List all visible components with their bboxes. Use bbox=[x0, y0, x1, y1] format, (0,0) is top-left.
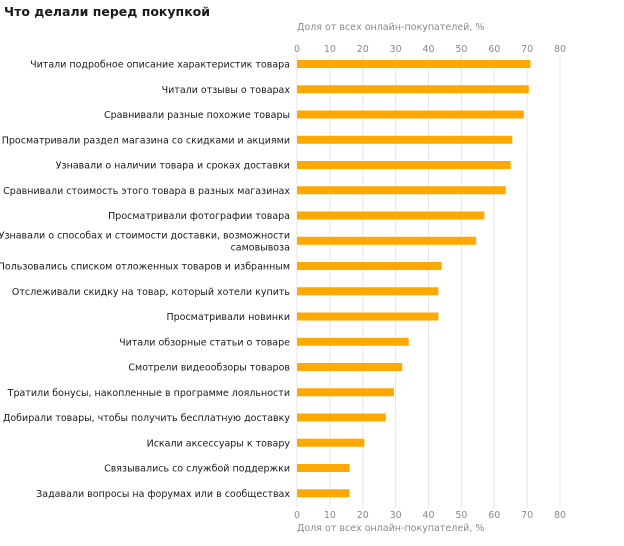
category-label: Пользовались списком отложенных товаров … bbox=[0, 262, 290, 273]
category-label: Читали подробное описание характеристик … bbox=[30, 60, 290, 71]
bar bbox=[297, 287, 439, 296]
bar bbox=[297, 211, 485, 220]
category-label: Смотрели видеообзоры товаров bbox=[128, 363, 290, 374]
x-axis-label-bottom: Доля от всех онлайн-покупателей, % bbox=[297, 523, 484, 534]
x-tick-label-bottom: 0 bbox=[294, 510, 300, 521]
category-label: Отслеживали скидку на товар, который хот… bbox=[12, 287, 291, 298]
bar bbox=[297, 464, 350, 472]
bar bbox=[297, 388, 394, 397]
category-label: Связывались со службой поддержки bbox=[104, 464, 290, 475]
bar bbox=[297, 438, 365, 447]
category-label: Добирали товары, чтобы получить бесплатн… bbox=[3, 413, 290, 424]
bar bbox=[297, 337, 409, 346]
x-tick-label-top: 80 bbox=[554, 44, 566, 55]
bar bbox=[297, 110, 524, 119]
category-label: Просматривали новинки bbox=[166, 312, 290, 323]
x-tick-label-bottom: 30 bbox=[390, 510, 402, 521]
x-tick-label-bottom: 50 bbox=[455, 510, 467, 521]
bar bbox=[297, 363, 403, 371]
bar bbox=[297, 135, 513, 144]
x-tick-label-top: 50 bbox=[455, 44, 467, 55]
bar bbox=[297, 413, 386, 422]
x-tick-label-top: 20 bbox=[357, 44, 369, 55]
category-label: Просматривали фотографии товара bbox=[108, 211, 290, 222]
x-tick-label-top: 10 bbox=[324, 44, 336, 55]
x-tick-label-top: 0 bbox=[294, 44, 300, 55]
x-tick-label-top: 30 bbox=[390, 44, 402, 55]
category-label: Тратили бонусы, накопленные в программе … bbox=[7, 388, 290, 399]
category-label: Узнавали о способах и стоимости доставки… bbox=[0, 230, 290, 253]
bar bbox=[297, 489, 350, 498]
x-tick-label-bottom: 20 bbox=[357, 510, 369, 521]
bar bbox=[297, 85, 529, 94]
category-label: Искали аксессуары к товару bbox=[147, 438, 291, 449]
bar bbox=[297, 60, 531, 68]
x-tick-label-top: 70 bbox=[521, 44, 533, 55]
chart-title: Что делали перед покупкой bbox=[4, 4, 211, 19]
category-label: Читали отзывы о товарах bbox=[162, 85, 291, 96]
x-tick-label-bottom: 70 bbox=[521, 510, 533, 521]
bar bbox=[297, 236, 477, 245]
category-label: Сравнивали стоимость этого товара в разн… bbox=[3, 186, 290, 197]
x-tick-label-bottom: 10 bbox=[324, 510, 336, 521]
x-axis-label-top: Доля от всех онлайн-покупателей, % bbox=[297, 22, 484, 33]
bar bbox=[297, 161, 511, 169]
category-label: Узнавали о наличии товара и сроках доста… bbox=[56, 161, 290, 172]
bar bbox=[297, 262, 442, 270]
category-label: Читали обзорные статьи о товаре bbox=[119, 337, 290, 348]
bar bbox=[297, 186, 506, 195]
x-tick-label-bottom: 80 bbox=[554, 510, 566, 521]
bar bbox=[297, 312, 439, 321]
x-tick-label-top: 40 bbox=[422, 44, 434, 55]
x-tick-label-bottom: 40 bbox=[422, 510, 434, 521]
x-tick-label-top: 60 bbox=[488, 44, 500, 55]
x-tick-label-bottom: 60 bbox=[488, 510, 500, 521]
category-label: Просматривали раздел магазина со скидкам… bbox=[2, 135, 290, 146]
category-label: Сравнивали разные похожие товары bbox=[104, 110, 290, 121]
category-label: Задавали вопросы на форумах или в сообще… bbox=[36, 489, 290, 500]
